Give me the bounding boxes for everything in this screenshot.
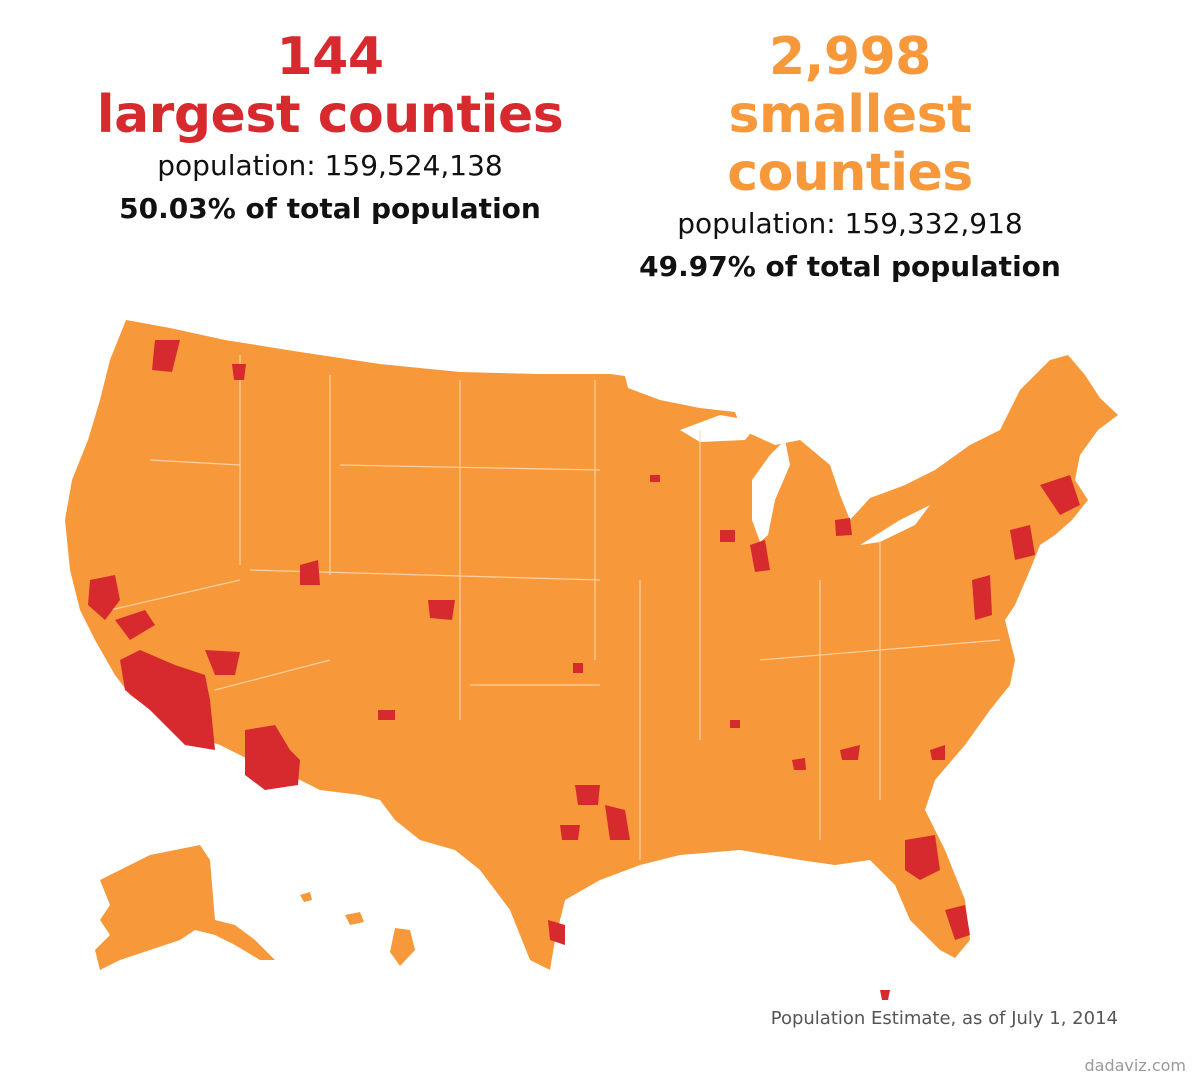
large-county-cluster: [835, 518, 852, 536]
smallest-label: smallest counties: [727, 85, 973, 203]
contiguous-us-shape: [65, 320, 1118, 970]
map-base-layer: [65, 320, 1118, 970]
large-county-cluster: [605, 805, 630, 840]
state-borders: [109, 355, 1001, 860]
large-county-cluster: [573, 663, 583, 673]
large-county-cluster: [548, 920, 565, 945]
smallest-share: 49.97% of total population: [639, 250, 1061, 283]
largest-count: 144: [276, 27, 384, 87]
large-county-cluster: [792, 758, 806, 770]
smallest-population: population: 159,332,918: [677, 207, 1023, 240]
large-county-cluster: [232, 364, 246, 380]
large-county-cluster: [750, 540, 770, 572]
large-county-cluster: [1040, 475, 1080, 515]
alaska-shape: [95, 845, 275, 970]
large-county-cluster: [945, 905, 970, 940]
large-county-cluster: [840, 745, 860, 760]
large-county-cluster: [972, 575, 992, 620]
large-county-cluster: [120, 650, 215, 750]
large-county-cluster: [650, 475, 660, 482]
large-county-cluster: [152, 340, 180, 372]
large-county-cluster: [205, 650, 240, 675]
lake-erie: [860, 505, 930, 545]
large-county-cluster: [245, 725, 300, 790]
largest-counties-header: 144 largest counties population: 159,524…: [80, 28, 580, 232]
large-county-cluster: [1010, 525, 1035, 560]
largest-share: 50.03% of total population: [119, 192, 541, 225]
footnote: Population Estimate, as of July 1, 2014: [770, 1008, 1118, 1029]
lake-michigan: [752, 440, 790, 542]
large-county-cluster: [300, 560, 320, 585]
large-county-cluster: [880, 990, 890, 1000]
credit: dadaviz.com: [1084, 1056, 1187, 1075]
smallest-count: 2,998: [769, 27, 931, 87]
us-county-map: [65, 320, 1118, 1000]
largest-population: population: 159,524,138: [157, 149, 503, 182]
large-county-cluster: [720, 530, 735, 542]
large-county-cluster: [378, 710, 395, 720]
large-county-cluster: [930, 745, 945, 760]
large-county-cluster: [428, 600, 455, 620]
hawaii-shape: [300, 892, 415, 966]
largest-counties-layer: [88, 340, 1080, 1000]
smallest-counties-header: 2,998 smallest counties population: 159,…: [600, 28, 1100, 290]
large-county-cluster: [575, 785, 600, 805]
large-county-cluster: [88, 575, 120, 620]
largest-label: largest counties: [96, 85, 564, 145]
large-county-cluster: [560, 825, 580, 840]
large-county-cluster: [115, 610, 155, 640]
large-county-cluster: [730, 720, 740, 728]
large-county-cluster: [905, 835, 940, 880]
